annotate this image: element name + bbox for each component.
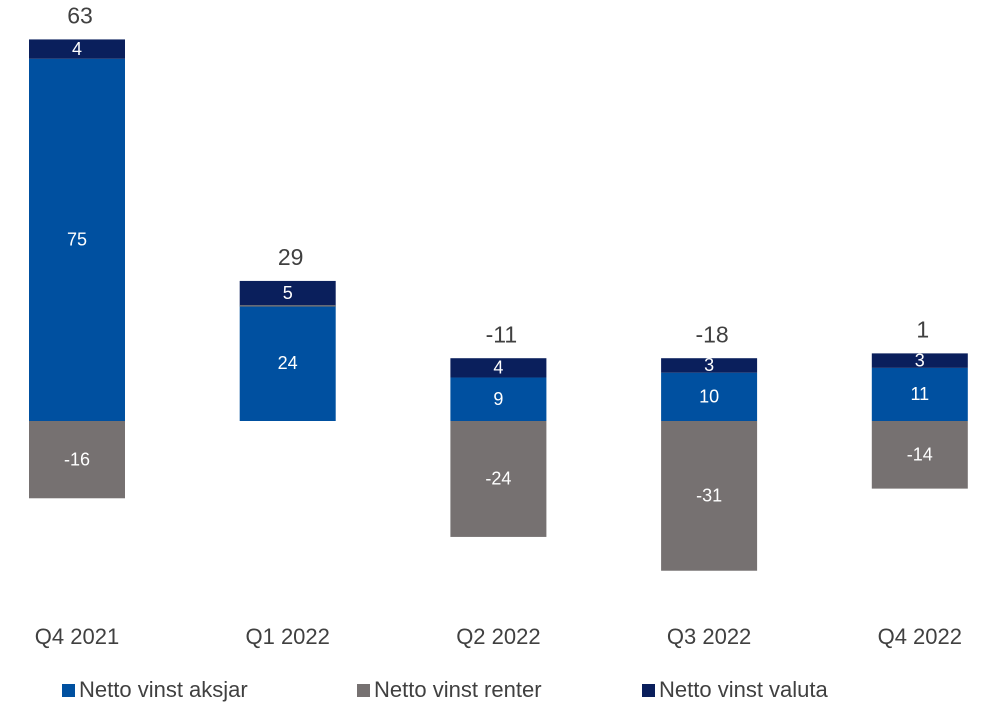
legend-swatch [642, 684, 655, 697]
total-label: 63 [67, 3, 93, 29]
data-label: -14 [907, 445, 933, 465]
bar-segment [871, 353, 968, 368]
bar-segment [450, 377, 547, 421]
x-tick-label: Q2 2022 [456, 624, 540, 649]
bar-segment [239, 280, 336, 306]
data-label: 4 [493, 358, 503, 378]
total-label: 1 [916, 316, 929, 342]
x-tick-label: Q4 2021 [35, 624, 119, 649]
data-label: 75 [67, 230, 87, 250]
data-label: 11 [910, 384, 929, 404]
bar-segment [661, 372, 758, 421]
bar-segment [450, 421, 547, 537]
legend-swatch [357, 684, 370, 697]
data-label: 10 [699, 387, 719, 407]
legend-swatch [62, 684, 75, 697]
bar-segment [29, 39, 125, 59]
bar-segment [871, 421, 968, 489]
bar-segment [871, 367, 968, 421]
total-label: -18 [695, 321, 728, 347]
x-tick-label: Q4 2022 [878, 624, 962, 649]
data-label: -16 [64, 449, 90, 469]
data-label: -31 [696, 486, 722, 506]
data-label: 5 [283, 283, 293, 303]
legend-label: Netto vinst valuta [659, 677, 829, 702]
bar-segment [239, 305, 336, 307]
data-label: 4 [72, 39, 82, 59]
data-label: -24 [485, 469, 511, 489]
bar-segment [239, 305, 336, 421]
bar-segment [661, 421, 758, 571]
bar-segment [29, 58, 125, 421]
data-label: 24 [278, 353, 298, 373]
bar-segment [661, 358, 758, 373]
data-label: 3 [915, 350, 925, 370]
legend-label: Netto vinst renter [374, 677, 542, 702]
legend-label: Netto vinst aksjar [79, 677, 248, 702]
x-tick-label: Q3 2022 [667, 624, 751, 649]
bar-segment [29, 421, 125, 499]
total-label: 29 [278, 244, 304, 270]
bar-segment [450, 358, 547, 378]
total-label: -11 [486, 321, 518, 347]
data-label: 3 [704, 355, 714, 375]
data-label: 9 [493, 389, 503, 409]
x-tick-label: Q1 2022 [245, 624, 329, 649]
